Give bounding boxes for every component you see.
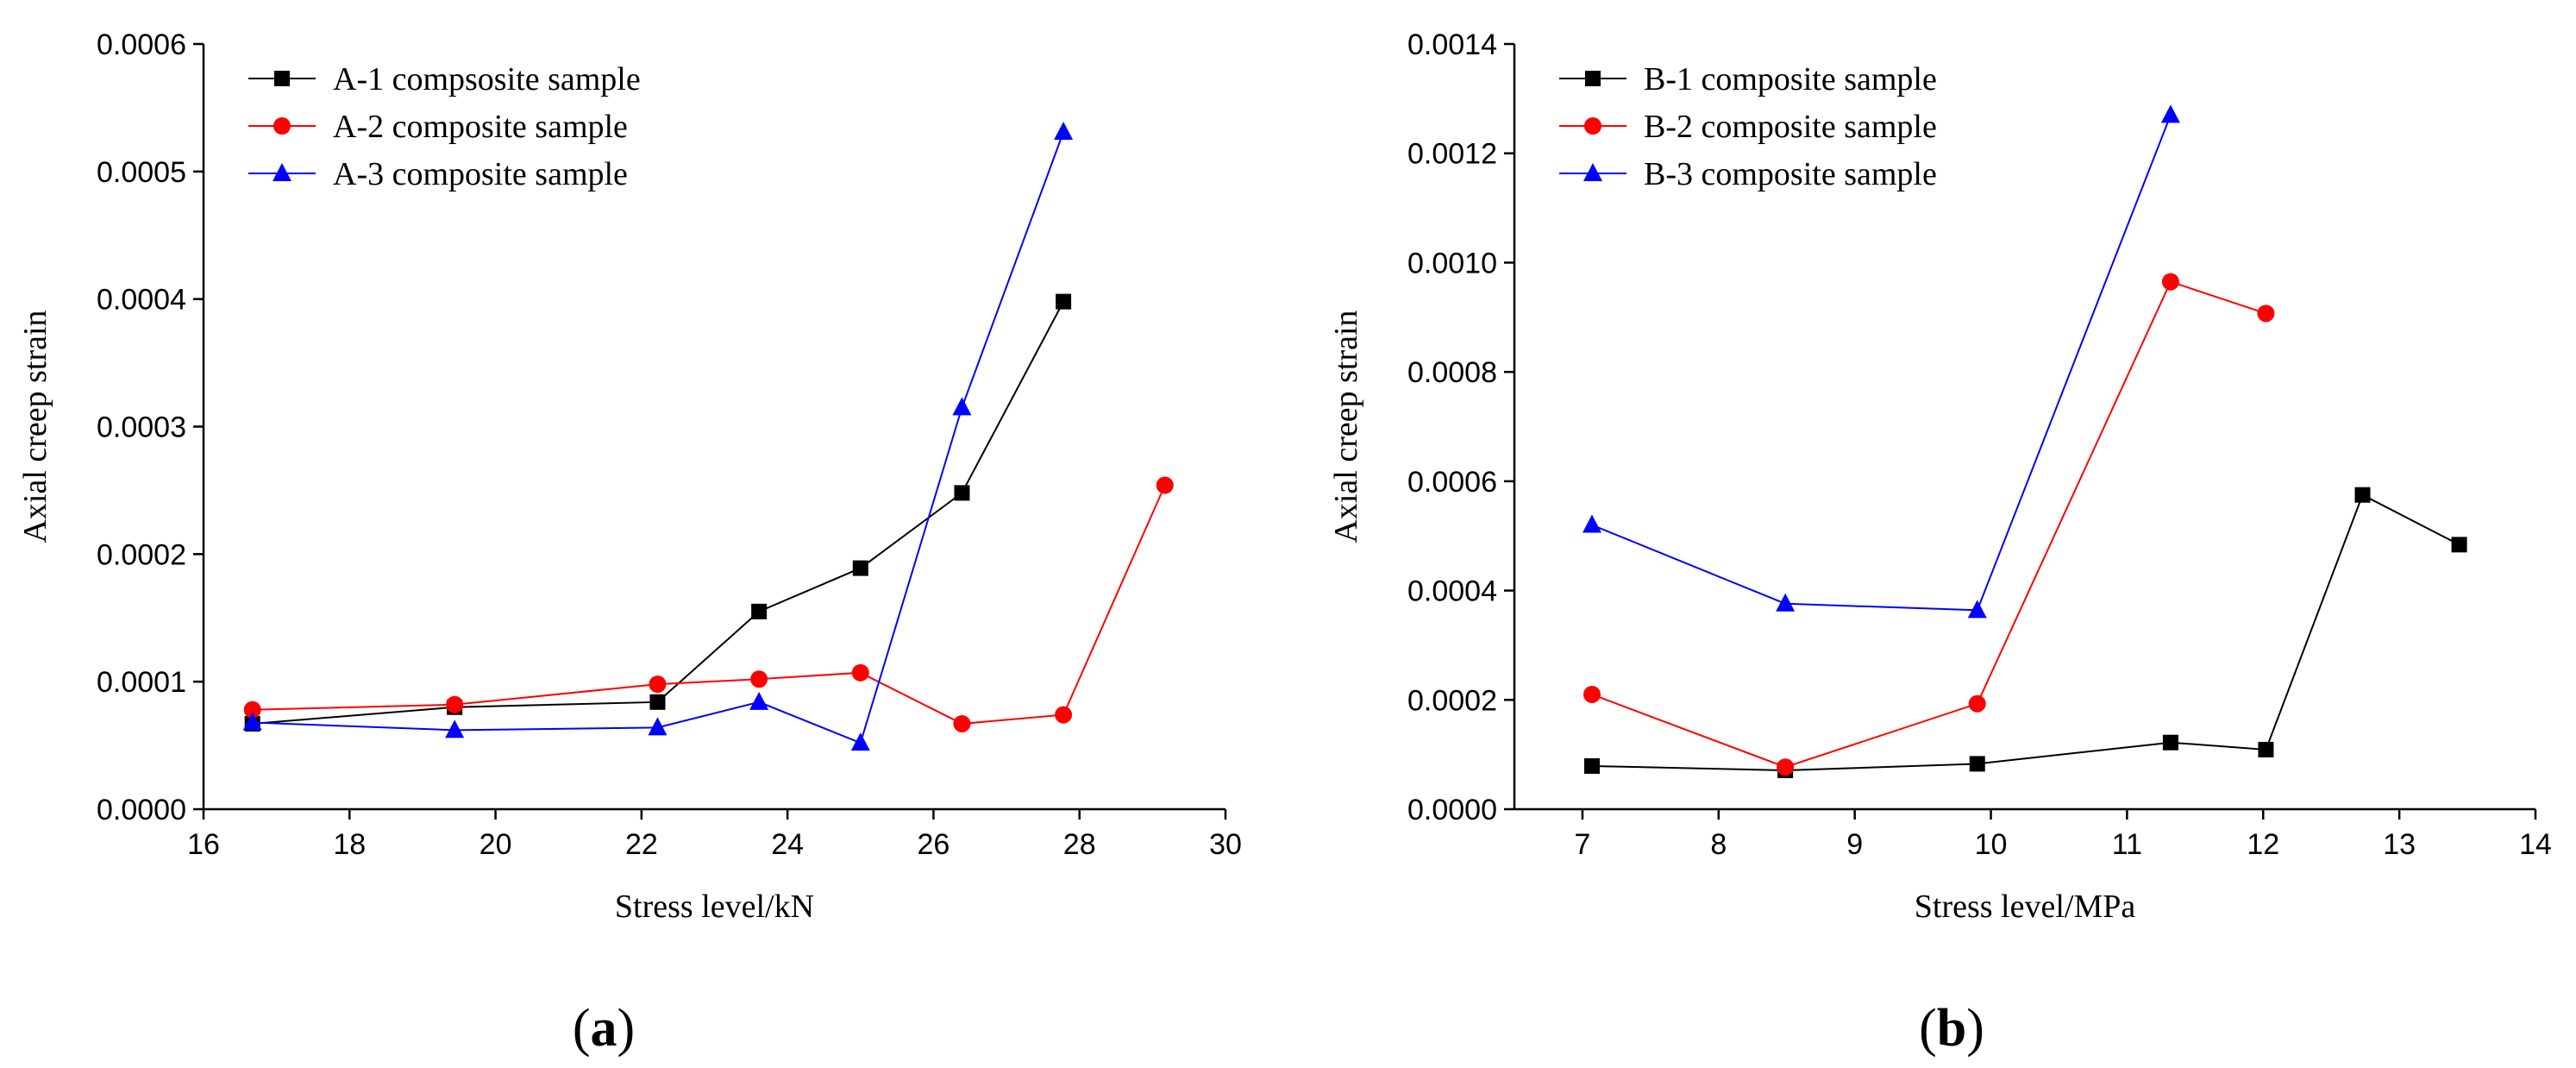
x-tick-label: 7 <box>1574 828 1590 861</box>
x-tick-label: 24 <box>771 828 804 861</box>
x-axis-title: Stress level/MPa <box>1915 889 2136 925</box>
x-tick-label: 9 <box>1846 828 1863 861</box>
data-point <box>2257 305 2275 323</box>
data-point <box>446 695 464 713</box>
legend-label: A-3 composite sample <box>333 156 628 192</box>
legend-label: A-2 composite sample <box>333 109 628 145</box>
panel-a-chart: 16 18 20 22 24 26 28 30 0.0000 0.0001 0.0002 0.0003… <box>17 28 1242 1058</box>
series-A-2 <box>243 476 1174 732</box>
x-tick-label: 11 <box>2112 828 2142 861</box>
data-point <box>445 719 465 738</box>
data-point <box>243 700 261 719</box>
data-point <box>649 675 667 694</box>
y-axis-title: Axial creep strain <box>17 310 53 543</box>
data-point <box>1583 757 1600 774</box>
data-point <box>1777 758 1795 776</box>
data-point <box>751 603 768 619</box>
data-point <box>649 694 666 710</box>
x-tick-label: 14 <box>2519 828 2552 861</box>
x-tick-label: 10 <box>1975 828 2008 861</box>
data-point <box>648 717 668 736</box>
x-tick-label: 28 <box>1063 828 1096 861</box>
y-tick-label: 0.0012 <box>1407 138 1497 171</box>
y-tick-label: 0.0000 <box>97 794 186 826</box>
y-tick-label: 0.0014 <box>1407 28 1497 61</box>
legend: A-1 compsosite sample A-2 composite sampl… <box>248 61 641 192</box>
data-point <box>1583 685 1601 703</box>
series-line <box>1591 115 2172 612</box>
data-point <box>953 714 971 732</box>
series-line <box>252 485 1166 725</box>
data-point <box>2161 273 2179 291</box>
legend-marker <box>273 117 291 135</box>
legend-marker <box>274 71 290 86</box>
data-point <box>851 663 869 682</box>
x-tick-label: 30 <box>1209 828 1242 861</box>
y-tick-label: 0.0010 <box>1407 247 1497 280</box>
legend-marker <box>1585 71 1601 86</box>
data-point <box>750 670 768 688</box>
data-point <box>2162 734 2178 751</box>
panel-label: (a) <box>573 999 635 1058</box>
data-point <box>1968 694 1986 713</box>
data-point <box>1969 756 1985 772</box>
y-tick-label: 0.0006 <box>1407 466 1497 499</box>
legend-label: B-3 composite sample <box>1644 156 1937 192</box>
legend-marker <box>273 163 291 181</box>
y-tick-label: 0.0001 <box>97 666 186 699</box>
y-tick-label: 0.0003 <box>97 411 186 444</box>
y-tick-label: 0.0008 <box>1407 356 1497 389</box>
y-tick-label: 0.0002 <box>1407 684 1497 717</box>
y-tick-label: 0.0006 <box>97 28 186 61</box>
series-B-3 <box>1582 104 2180 619</box>
series-B-2 <box>1583 273 2275 776</box>
x-tick-label: 13 <box>2383 828 2416 861</box>
data-point <box>2258 741 2274 757</box>
legend-label: A-1 compsosite sample <box>333 61 641 97</box>
legend-marker <box>1584 117 1601 135</box>
x-tick-label: 22 <box>625 828 658 861</box>
y-axis-title: Axial creep strain <box>1328 310 1364 543</box>
data-point <box>242 712 262 731</box>
data-point <box>1776 593 1796 612</box>
data-point <box>954 485 970 501</box>
data-point <box>852 560 868 576</box>
x-tick-label: 8 <box>1710 828 1727 861</box>
data-point <box>1055 706 1073 724</box>
data-point <box>2160 104 2180 123</box>
y-tick-label: 0.0002 <box>97 538 186 571</box>
series-A-3 <box>242 122 1074 751</box>
y-tick-label: 0.0000 <box>1407 794 1497 826</box>
x-axis-title: Stress level/kN <box>615 889 814 925</box>
data-point <box>1156 476 1174 494</box>
data-point <box>1054 122 1074 141</box>
data-point <box>1056 293 1072 310</box>
x-tick-label: 26 <box>918 828 950 861</box>
x-tick-label: 20 <box>479 828 512 861</box>
data-point <box>749 691 769 710</box>
x-tick-label: 18 <box>333 828 366 861</box>
data-point <box>1582 514 1601 533</box>
data-point <box>1967 600 1987 619</box>
panel-b-chart: 7 8 9 10 11 12 13 14 0.0000 0.0002 0.0004 0.0006 0.0… <box>1328 28 2552 1058</box>
data-point <box>2354 487 2371 503</box>
y-tick-label: 0.0005 <box>97 156 186 189</box>
legend-label: B-1 composite sample <box>1644 61 1937 97</box>
legend-label: B-2 composite sample <box>1644 109 1937 145</box>
x-tick-label: 16 <box>187 828 220 861</box>
data-point <box>952 397 972 416</box>
y-tick-label: 0.0004 <box>1407 575 1497 608</box>
x-tick-label: 12 <box>2247 828 2279 861</box>
data-point <box>2451 537 2467 553</box>
y-tick-label: 0.0004 <box>97 284 186 317</box>
panel-label: (b) <box>1919 999 1984 1058</box>
legend-marker <box>1583 163 1602 181</box>
legend: B-1 composite sample B-2 composite sample… <box>1559 61 1937 192</box>
data-point <box>850 732 870 751</box>
